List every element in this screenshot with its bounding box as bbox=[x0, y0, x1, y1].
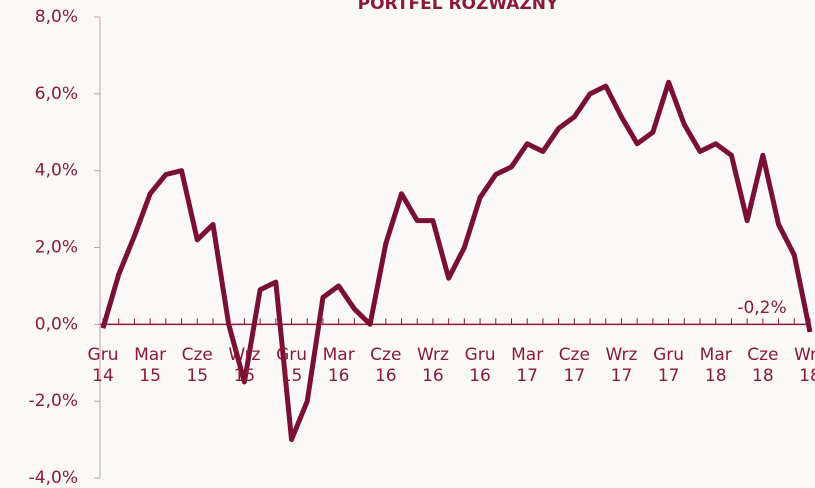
x-tick-label: Cze 17 bbox=[557, 345, 591, 387]
x-tick-label: Wrz 18 bbox=[793, 345, 815, 387]
x-tick-label: Gru 16 bbox=[463, 345, 497, 387]
x-tick-label: Gru 14 bbox=[86, 345, 120, 387]
y-tick-label: 2,0% bbox=[35, 238, 78, 258]
chart: PORTFEL ROZWAŻNY -4,0% -2,0% 0,0% 2,0% 4,0% 6… bbox=[0, 0, 815, 488]
x-tick-label: Cze 16 bbox=[369, 345, 403, 387]
x-tick-label: Wrz 16 bbox=[416, 345, 450, 387]
x-tick-label: Gru 15 bbox=[275, 345, 309, 387]
x-tick-label: Mar 15 bbox=[133, 345, 167, 387]
x-tick-label: Mar 17 bbox=[510, 345, 544, 387]
x-tick-label: Mar 18 bbox=[699, 345, 733, 387]
x-tick-label: Cze 18 bbox=[746, 345, 780, 387]
data-label: -0,2% bbox=[737, 298, 786, 318]
chart-title: PORTFEL ROZWAŻNY bbox=[358, 0, 559, 14]
x-tick-label: Mar 16 bbox=[322, 345, 356, 387]
x-tick-label: Wrz 17 bbox=[604, 345, 638, 387]
x-tick-label: Gru 17 bbox=[652, 345, 686, 387]
x-tick-label: Wrz 15 bbox=[227, 345, 261, 387]
page: PORTFEL ROZWAŻNY -4,0% -2,0% 0,0% 2,0% 4,0% 6… bbox=[0, 0, 815, 488]
y-tick-label: 0,0% bbox=[35, 314, 78, 334]
y-tick-label: 4,0% bbox=[35, 161, 78, 181]
x-tick-label: Cze 15 bbox=[180, 345, 214, 387]
y-tick-label: 6,0% bbox=[35, 84, 78, 104]
y-tick-label: 8,0% bbox=[35, 7, 78, 27]
y-tick-label: -4,0% bbox=[29, 468, 78, 488]
y-tick-label: -2,0% bbox=[29, 391, 78, 411]
